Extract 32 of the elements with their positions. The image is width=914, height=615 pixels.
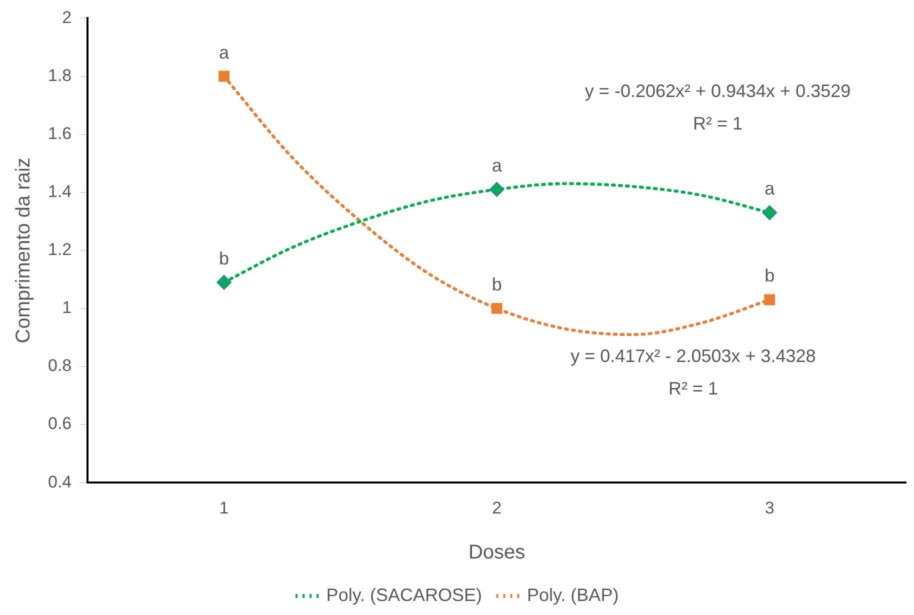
point (762, 205, 778, 220)
y-tick-label: 2 (62, 8, 72, 27)
legend-label: Poly. (SACAROSE) (326, 584, 482, 605)
point (218, 70, 230, 82)
annotation: R² = 1 (693, 114, 743, 134)
y-tick-label: 1.6 (48, 124, 72, 143)
y-tick-label: 1.8 (48, 66, 72, 85)
annotation: b (492, 274, 502, 294)
annotation: a (764, 178, 776, 199)
y-tick-label: 0.6 (48, 414, 72, 434)
point (216, 274, 232, 290)
x-axis-title: Doses (468, 542, 526, 564)
point (489, 182, 504, 197)
y-tick-label: 1 (62, 298, 72, 318)
y-tick-label: 1.4 (48, 182, 72, 202)
annotation: a (219, 42, 230, 62)
x-tick-label: 3 (764, 498, 774, 518)
annotation: b (219, 248, 230, 268)
annotation: a (492, 155, 503, 176)
point (764, 294, 776, 306)
y-axis-title: Comprimento da raiz (12, 158, 35, 344)
x-tick-label: 2 (492, 498, 502, 518)
point (491, 303, 502, 314)
annotation: y = -0.2062x² + 0.9434x + 0.3529 (584, 81, 851, 102)
y-tick-label: 0.8 (48, 356, 72, 376)
y-tick-label: 1.2 (48, 240, 72, 260)
annotation: R² = 1 (668, 378, 718, 398)
annotation: y = 0.417x² - 2.0503x + 3.4328 (570, 346, 816, 366)
y-tick-label: 0.4 (48, 472, 72, 492)
x-tick-label: 1 (219, 498, 229, 518)
annotation: b (764, 266, 775, 286)
legend-label: Poly. (BAP) (527, 584, 619, 605)
